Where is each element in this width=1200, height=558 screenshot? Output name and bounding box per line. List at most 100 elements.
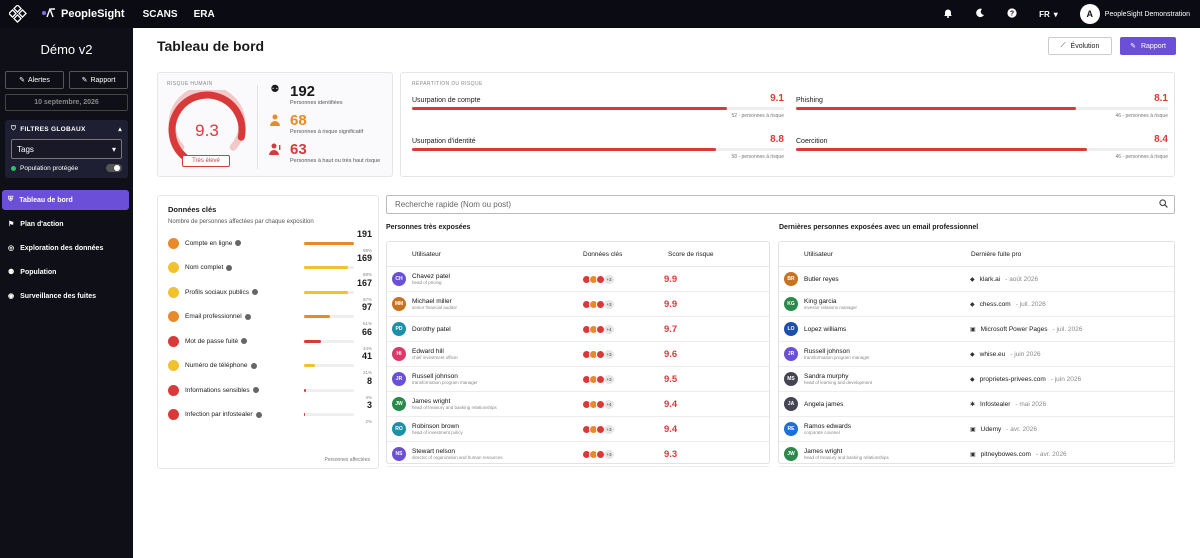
protected-toggle[interactable]: [106, 164, 122, 172]
risk-score: 9.3: [195, 121, 219, 140]
report-button[interactable]: ✎ Rapport: [69, 71, 128, 89]
key-data-card: Données clés Nombre de personnes affecté…: [157, 195, 379, 469]
key-data-row[interactable]: Infection par infostealer 3 2%: [158, 401, 380, 428]
key-data-bar-fill: [304, 388, 306, 392]
app-logo-icon[interactable]: [6, 2, 30, 26]
risk-item[interactable]: Phishing 8.1 46 - personnes à risque: [796, 93, 1168, 119]
risk-split-card: RÉPARTITION DU RISQUE Usurpation de comp…: [400, 72, 1175, 177]
sidebar-item-data-exploration[interactable]: ◎ Exploration des données: [2, 238, 129, 258]
key-data-label-text: Nom complet: [185, 264, 224, 272]
table-row[interactable]: JW James wright head of treasury and banki…: [387, 392, 769, 417]
table-row[interactable]: JW James wright head of treasury and banki…: [779, 442, 1174, 467]
more-badge: +3: [604, 274, 614, 284]
key-data-row[interactable]: Informations sensibles 8 4%: [158, 376, 380, 403]
sidebar-item-label: Surveillance des fuites: [20, 292, 96, 300]
nav-scans[interactable]: SCANS: [142, 8, 178, 20]
nav-era[interactable]: ERA: [193, 8, 215, 20]
leak-source: Udemy: [980, 425, 1002, 433]
risk-bar-fill: [796, 148, 1087, 151]
avatar: MS: [784, 372, 798, 386]
key-data-label: Compte en ligne: [185, 240, 285, 247]
table-row[interactable]: MS Sandra murphy head of learning and deve…: [779, 367, 1174, 392]
table-row[interactable]: KG King garcia investor relations manager ◆…: [779, 292, 1174, 317]
info-icon: [226, 264, 233, 271]
alerts-button[interactable]: ✎ Alertes: [5, 71, 64, 89]
leaks-table: Utilisateur Dernière fuite pro BR Butler …: [778, 241, 1175, 467]
key-data-pct: 87%: [362, 296, 372, 302]
key-data-cell: +3: [582, 374, 664, 384]
key-data-row[interactable]: Nom complet 169 88%: [158, 253, 380, 281]
table-row[interactable]: LO Lopez williams ▣ Microsoft Power Pages - …: [779, 317, 1174, 342]
shield-icon: ⛨: [8, 196, 14, 203]
col-leak: Dernière fuite pro: [971, 250, 1022, 258]
report-header-button[interactable]: ✎ Rapport: [1120, 37, 1176, 55]
table-row[interactable]: MM Michael miller senior financial auditor…: [387, 292, 769, 317]
risk-item[interactable]: Usurpation d'identité 8.8 58 - personnes à…: [412, 134, 784, 160]
tags-select[interactable]: Tags ▾: [11, 139, 122, 159]
chevron-up-icon[interactable]: ▴: [118, 126, 122, 133]
user-cell: Michael miller senior financial auditor: [412, 298, 582, 310]
evolution-button[interactable]: ⟋ Évolution: [1048, 37, 1112, 55]
key-data-label: Informations sensibles: [185, 387, 285, 394]
sidebar-item-action-plan[interactable]: ⚑ Plan d'action: [2, 214, 129, 234]
stat-desc: Personnes identifiées: [290, 100, 343, 106]
date-picker[interactable]: 10 septembre, 2026: [5, 94, 128, 111]
risk-split-label: RÉPARTITION DU RISQUE: [412, 81, 483, 87]
risk-bar-fill: [796, 107, 1077, 110]
key-data-pct: 2%: [365, 419, 372, 425]
risk-score: 9.6: [664, 348, 678, 360]
more-badge: +3: [604, 374, 614, 384]
exposure-icon: [168, 237, 179, 249]
key-data-value: 3 2%: [365, 401, 372, 428]
table-row[interactable]: NS Stewart nelson director of organization…: [387, 442, 769, 467]
risk-item[interactable]: Coercition 8.4 46 - personnes à risque: [796, 134, 1168, 160]
key-data-row[interactable]: Numéro de téléphone 41 21%: [158, 352, 380, 379]
table-row[interactable]: JR Russell johnson transformation program …: [779, 342, 1174, 367]
key-data-row[interactable]: Mot de passe fuité 66 34%: [158, 327, 380, 354]
alert-icon: ✎: [19, 77, 26, 84]
avatar: BR: [784, 272, 798, 286]
search-icon: [1159, 199, 1168, 210]
key-data-row[interactable]: Profils sociaux publics 167 87%: [158, 278, 380, 305]
users-icon: ⚉: [8, 269, 15, 276]
workspace-title: Démo v2: [40, 42, 93, 57]
table-row[interactable]: BR Butler reyes ◆ klark.ai - août 2026: [779, 267, 1174, 292]
leak-date: - août 2026: [1005, 275, 1039, 283]
sidebar-item-dashboard[interactable]: ⛨ Tableau de bord: [2, 190, 129, 210]
search-input[interactable]: Recherche rapide (Nom ou post): [386, 195, 1175, 214]
user-name: Sandra murphy: [804, 373, 849, 380]
table-row[interactable]: CH Chavez patel head of pricing +3 9.9: [387, 267, 769, 292]
compass-icon: ◎: [8, 245, 15, 252]
key-data-row[interactable]: Compte en ligne 191 99%: [158, 229, 380, 256]
human-risk-card: RISQUE HUMAIN 9.3 Très élevé ⚉ 192 Person…: [157, 72, 393, 177]
brand-mark-icon: [42, 6, 56, 21]
help-icon[interactable]: ?: [1007, 8, 1017, 20]
brand[interactable]: PeopleSight: [42, 6, 125, 21]
key-data-list: Compte en ligne 191 99% Nom complet 169 88% Pr…: [158, 229, 380, 428]
key-data-count: 169: [356, 253, 372, 264]
key-data-row[interactable]: Email professionnel 97 51%: [158, 303, 380, 330]
table-row[interactable]: JR Russell johnson transformation program …: [387, 367, 769, 392]
table-row[interactable]: HI Edward hill chief investment officer +3 9…: [387, 342, 769, 367]
risk-score: 9.9: [664, 298, 678, 310]
moon-icon[interactable]: [975, 8, 985, 20]
table-row[interactable]: RO Robinson brown head of investment polic…: [387, 417, 769, 442]
user-menu[interactable]: A PeopleSight Demonstration: [1079, 4, 1190, 24]
user-cell: Russell johnson transformation program ma…: [804, 348, 970, 360]
bell-icon[interactable]: [943, 8, 953, 20]
language-select[interactable]: FR ▾: [1039, 10, 1058, 19]
leak-cell: ◆ whise.eu - juin 2026: [970, 351, 1041, 358]
sidebar-item-population[interactable]: ⚉ Population: [2, 262, 129, 282]
sidebar-item-leak-monitoring[interactable]: ◉ Surveillance des fuites: [2, 286, 129, 306]
key-data-cell: +4: [582, 324, 664, 334]
info-icon: [251, 289, 258, 296]
key-data-label: Mot de passe fuité: [185, 338, 285, 345]
table-row[interactable]: JA Angela james ✱ Infostealer - mai 2026: [779, 392, 1174, 417]
table-row[interactable]: RE Ramos edwards corporate counsel ▣ Udemy - …: [779, 417, 1174, 442]
risk-item[interactable]: Usurpation de compte 9.1 52 - personnes à …: [412, 93, 784, 119]
user-name: Dorothy patel: [412, 325, 451, 333]
leak-date: - juil. 2026: [1052, 325, 1083, 333]
table-row[interactable]: PD Dorothy patel +4 9.7: [387, 317, 769, 342]
exposure-icon: [168, 335, 179, 347]
report-label: Rapport: [90, 76, 116, 84]
